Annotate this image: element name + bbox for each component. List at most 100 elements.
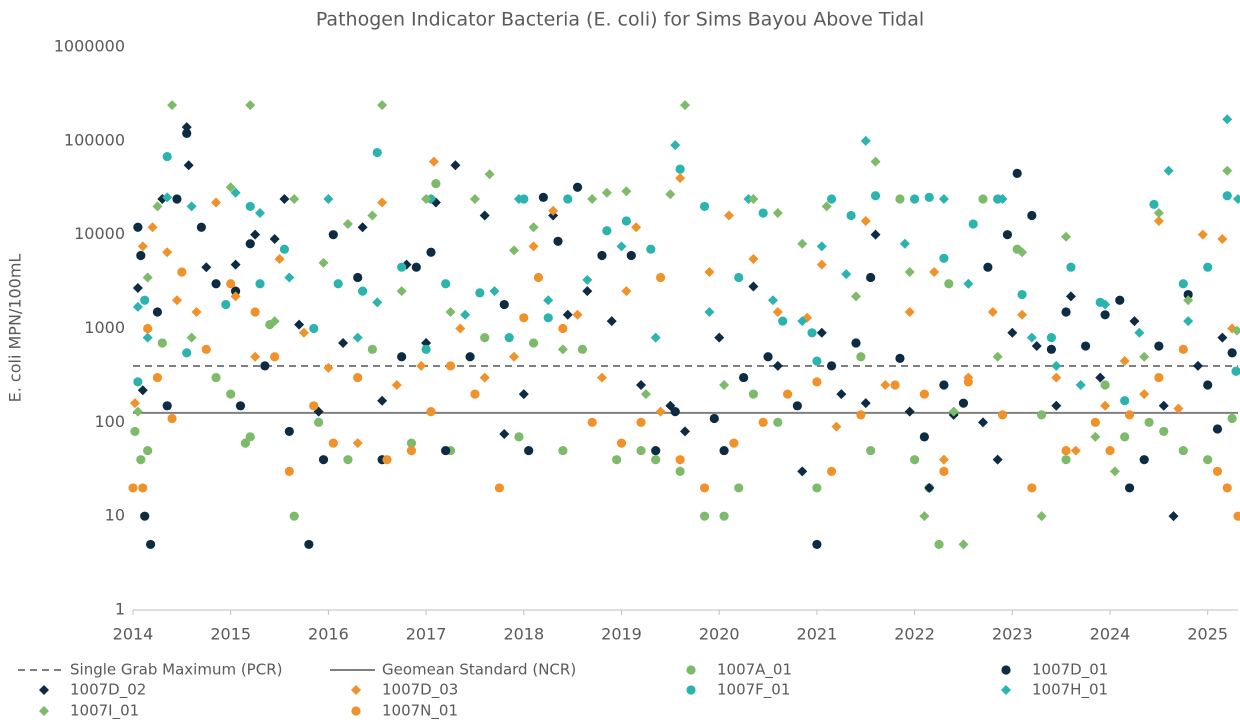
y-tick-label: 1: [115, 600, 125, 619]
point: [143, 323, 153, 334]
point: [1232, 325, 1240, 336]
point: [719, 445, 729, 456]
point: [1007, 327, 1018, 338]
point: [1027, 483, 1037, 493]
point: [1061, 231, 1072, 242]
point: [1227, 348, 1237, 358]
point: [1149, 199, 1159, 210]
point: [1134, 327, 1145, 338]
point: [1153, 208, 1164, 219]
point: [367, 344, 377, 354]
point: [145, 539, 156, 550]
point: [367, 210, 378, 221]
point: [1017, 309, 1028, 320]
legend-label: 1007A_01: [717, 661, 792, 680]
point: [880, 379, 891, 390]
point: [557, 344, 568, 355]
point: [816, 259, 827, 270]
point: [494, 483, 504, 493]
point: [1203, 380, 1213, 390]
point: [1222, 483, 1232, 493]
point: [675, 173, 686, 184]
point: [1002, 230, 1013, 240]
point: [509, 245, 520, 256]
point: [533, 272, 544, 283]
point: [182, 348, 192, 358]
point: [797, 316, 808, 327]
point: [562, 309, 573, 320]
point: [230, 259, 241, 270]
point: [318, 257, 329, 268]
point: [450, 160, 461, 171]
point: [782, 389, 793, 399]
point: [938, 454, 949, 465]
point: [899, 238, 910, 249]
point: [1080, 341, 1091, 351]
point: [992, 351, 1003, 362]
point: [201, 344, 211, 354]
point: [140, 511, 150, 521]
point: [421, 193, 432, 204]
point: [767, 295, 778, 306]
point: [939, 380, 949, 390]
point: [504, 332, 514, 343]
point: [469, 193, 480, 204]
point: [1017, 247, 1028, 258]
y-tick-label: 10000: [74, 224, 125, 243]
point: [612, 455, 622, 465]
point: [729, 438, 739, 448]
point: [563, 194, 573, 204]
point: [1027, 210, 1037, 221]
point: [323, 193, 334, 204]
point: [128, 483, 138, 493]
point: [372, 297, 383, 308]
point: [431, 179, 441, 189]
point: [944, 279, 954, 289]
point: [719, 379, 730, 390]
point: [1061, 307, 1071, 317]
point: [1178, 445, 1188, 456]
point: [543, 313, 553, 323]
point: [406, 438, 417, 448]
point: [816, 241, 827, 252]
x-tick-label: 2023: [992, 625, 1033, 644]
point: [846, 210, 856, 221]
point: [1105, 445, 1115, 456]
point: [616, 241, 627, 252]
point: [513, 193, 524, 204]
point: [191, 306, 202, 317]
point: [621, 186, 632, 197]
point: [646, 244, 656, 254]
point: [270, 352, 280, 362]
point: [499, 429, 510, 440]
point: [675, 466, 685, 476]
point: [289, 511, 299, 521]
point: [382, 455, 392, 465]
point: [1037, 410, 1047, 420]
point: [636, 379, 647, 390]
point: [895, 353, 905, 364]
point: [958, 539, 969, 550]
legend-label: 1007D_01: [1032, 661, 1108, 680]
point: [1090, 417, 1100, 427]
point: [142, 272, 153, 283]
legend-swatch: [351, 685, 361, 695]
point: [626, 250, 636, 261]
point: [866, 445, 876, 456]
point: [866, 272, 876, 283]
point: [1070, 445, 1081, 456]
point: [411, 262, 421, 272]
point: [377, 100, 388, 111]
point: [699, 201, 710, 212]
point: [772, 306, 783, 317]
point: [778, 316, 788, 326]
point: [826, 194, 837, 204]
point: [186, 201, 197, 212]
point: [978, 417, 988, 428]
point: [1233, 193, 1240, 204]
point: [152, 372, 163, 383]
point: [284, 426, 294, 437]
point: [1233, 511, 1240, 521]
point: [269, 233, 280, 244]
